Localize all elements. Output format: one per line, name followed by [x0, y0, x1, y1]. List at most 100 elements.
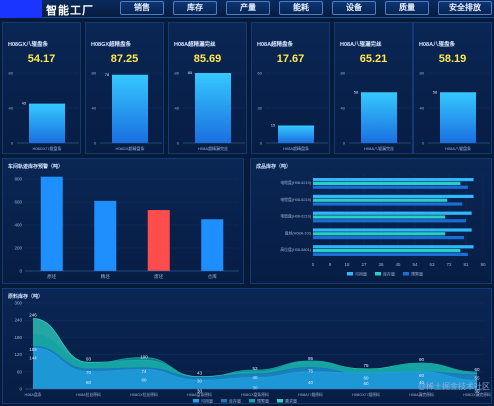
data-label: 74 — [141, 369, 147, 374]
finished-bar — [313, 181, 461, 185]
kpi-value: 58.19 — [438, 53, 467, 65]
x-tick-label: 原坯 — [47, 273, 56, 279]
kpi-bar-label: H08A八辊盘条 — [445, 145, 471, 151]
watermark: @稀土掘金技术社区 — [417, 382, 490, 391]
y-tick-label: 60 — [258, 71, 263, 76]
y-tick-label: 300 — [14, 301, 22, 306]
workshop-bar — [147, 210, 170, 271]
kpi-card[interactable]: H08A八辊盘条 58.19 80 40 0 58 H08A八辊盘条 — [413, 22, 492, 154]
y-tick-label: 0 — [422, 141, 425, 146]
legend-label: 需求量 — [285, 397, 297, 403]
data-label: 30 — [197, 388, 203, 393]
finished-panel-title: 成品库存（吨） — [256, 164, 292, 170]
x-tick-label: H08A漏完原料 — [409, 392, 434, 397]
y-tick-label: 30 — [258, 106, 263, 111]
data-label: 55 — [474, 376, 480, 381]
workshop-stock-panel: 车间轨迹库存预警（吨） 800 600 400 200 0 原坯 精坯 废坯 仓库 — [2, 158, 244, 284]
kpi-card[interactable]: H08GX八辊盘条 54.17 80 40 0 45 H08GX八辊盘条 — [2, 22, 81, 154]
x-tick-label: H08GX八辊原料 — [352, 392, 380, 397]
nav-sales[interactable]: 销售 — [120, 1, 164, 15]
x-tick-label: 18 — [344, 262, 350, 267]
workshop-bar — [40, 176, 63, 271]
kpi-card[interactable]: H08A八辊漏完丝 65.21 80 40 0 58 H08A八辊漏完丝 — [334, 22, 413, 154]
data-label: 70 — [86, 370, 92, 375]
legend-swatch — [403, 272, 409, 276]
data-label: 75 — [363, 363, 369, 368]
finished-bar — [313, 232, 446, 236]
finished-bar — [313, 252, 468, 256]
kpi-bar — [195, 73, 231, 143]
data-label: 60 — [363, 376, 369, 381]
data-label: 246 — [29, 312, 37, 317]
y-tick-label: 0 — [19, 269, 22, 274]
kpi-bar-value: 85 — [188, 70, 193, 75]
y-tick-label: 600 — [14, 200, 22, 205]
kpi-title: H08A八辊漏完丝 — [340, 42, 382, 48]
kpi-bar — [29, 103, 65, 143]
x-tick-label: H08GX盘条原料 — [241, 392, 269, 397]
nav-equipment[interactable]: 设备 — [332, 1, 376, 15]
x-tick-label: 54 — [412, 262, 418, 267]
kpi-title: H08A八辊盘条 — [419, 42, 456, 48]
legend-label: 库存量 — [229, 397, 241, 403]
y-tick-label: 0 — [94, 141, 97, 146]
finished-bar — [313, 198, 448, 202]
kpi-bar-value: 58 — [433, 89, 438, 94]
legend-label: 可用量 — [355, 270, 367, 276]
kpi-title: H08A超精漏完丝 — [174, 42, 216, 48]
kpi-value: 17.67 — [276, 53, 305, 65]
kpi-bar-chart: 80 40 0 78 H08GX超精盘条 — [92, 71, 162, 151]
legend-label: 预警量 — [411, 270, 423, 276]
x-tick-label: 45 — [395, 262, 401, 267]
x-tick-label: 63 — [429, 262, 435, 267]
kpi-bar-label: H08A八辊漏完丝 — [364, 145, 394, 151]
data-label: 60 — [363, 381, 369, 386]
kpi-bar — [440, 92, 476, 143]
finished-bar — [313, 194, 474, 198]
nav-quality[interactable]: 质量 — [385, 1, 429, 15]
data-label: 60 — [86, 380, 92, 385]
kpi-bar-label: H08A超精漏完丝 — [198, 145, 228, 151]
kpi-bar-value: 58 — [354, 89, 359, 94]
y-tick-label: 电缆盘(H08-6219) — [280, 197, 311, 202]
x-tick-label: 72 — [446, 262, 452, 267]
y-tick-label: 高位盘(H08-6801) — [280, 247, 311, 252]
raw-area — [33, 347, 477, 389]
kpi-value: 54.17 — [27, 53, 56, 65]
kpi-card[interactable]: H08GX超精盘条 87.25 80 40 0 78 H08GX超精盘条 — [85, 22, 164, 154]
x-tick-label: 27 — [361, 262, 367, 267]
data-label: 100 — [140, 354, 148, 359]
x-tick-label: H08A拉丝原料 — [76, 392, 101, 397]
y-tick-label: 盘丝(H08A-10t) — [285, 230, 312, 235]
finished-bar — [313, 215, 446, 219]
y-tick-label: 40 — [341, 106, 346, 111]
finished-bar — [313, 202, 463, 206]
y-tick-label: 120 — [14, 352, 22, 357]
data-label: 30 — [197, 379, 203, 384]
y-tick-label: 0 — [260, 141, 263, 146]
kpi-card[interactable]: H08A超精盘条 17.67 60 30 0 15 H08A超精盘条 — [251, 22, 330, 154]
kpi-card[interactable]: H08A超精漏完丝 85.69 80 40 0 85 H08A超精漏完丝 — [168, 22, 247, 154]
nav-safety[interactable]: 安全排放 — [438, 1, 492, 15]
y-tick-label: 0 — [343, 141, 346, 146]
raw-line — [32, 347, 478, 381]
kpi-bar-value: 15 — [271, 123, 276, 128]
x-tick-label: 仓库 — [208, 273, 217, 280]
kpi-bar — [278, 125, 314, 143]
raw-panel-title: 原料库存（吨） — [8, 294, 44, 300]
raw-stock-panel: 原料库存（吨） 300 240 180 120 60 0 246 159 144 H08A盘条 93… — [2, 288, 492, 404]
finished-bar — [313, 245, 474, 249]
finished-bar — [313, 178, 474, 182]
x-tick-label: H08GX漏完原料 — [463, 392, 491, 397]
nav-energy[interactable]: 能耗 — [279, 1, 323, 15]
nav-production[interactable]: 产量 — [226, 1, 270, 15]
top-header: 智能工厂 销售 库存 产量 能耗 设备 质量 安全排放 — [0, 0, 494, 18]
y-tick-label: 0 — [177, 141, 180, 146]
finished-stock-panel: 成品库存（吨） 0 9 18 27 36 45 54 63 72 81 90 电缆盘(H08-6219… — [250, 158, 492, 284]
data-label: 93 — [86, 356, 92, 361]
x-tick-label: 9 — [329, 262, 332, 267]
nav-inventory[interactable]: 库存 — [173, 1, 217, 15]
finished-bar — [313, 211, 472, 215]
x-tick-label: 36 — [378, 262, 384, 267]
y-tick-label: 400 — [14, 223, 22, 228]
